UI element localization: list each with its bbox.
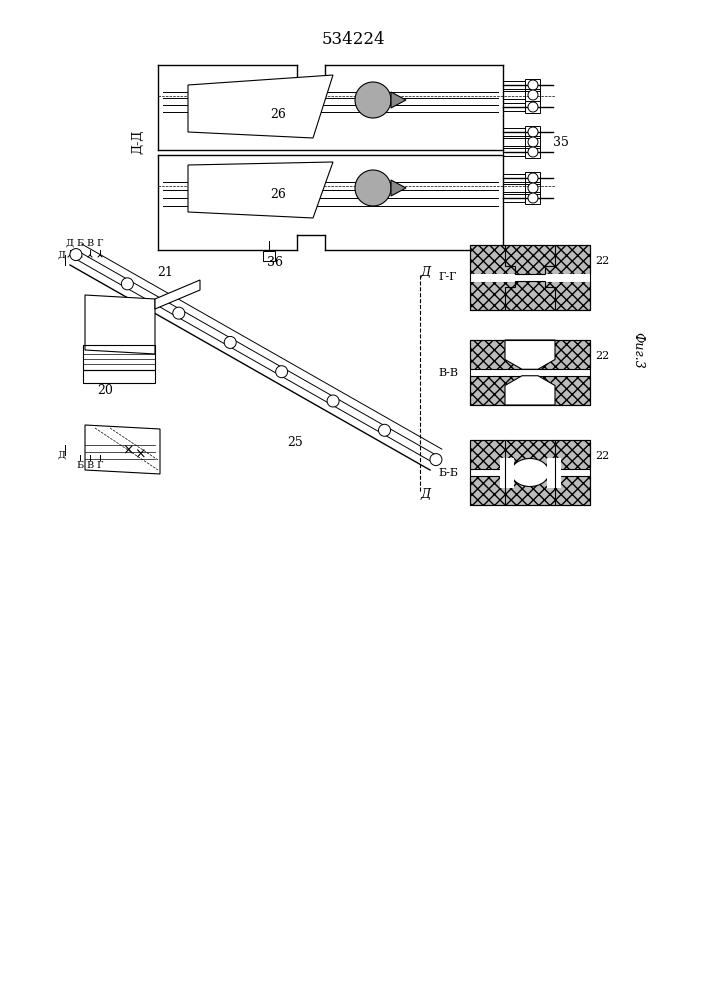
- Circle shape: [528, 147, 538, 157]
- Text: Д: Д: [58, 450, 66, 460]
- Circle shape: [327, 395, 339, 407]
- Polygon shape: [188, 75, 333, 138]
- Circle shape: [224, 336, 236, 348]
- Circle shape: [276, 366, 288, 378]
- Text: В: В: [86, 462, 93, 471]
- Bar: [525, 79, 540, 91]
- Polygon shape: [505, 340, 555, 369]
- Polygon shape: [391, 180, 406, 196]
- Polygon shape: [355, 170, 391, 206]
- Bar: [503, 103, 525, 111]
- Circle shape: [378, 424, 390, 436]
- Bar: [470, 274, 590, 281]
- Bar: [503, 128, 525, 136]
- Bar: [525, 146, 540, 158]
- Circle shape: [528, 90, 538, 100]
- Bar: [525, 89, 540, 101]
- Text: 26: 26: [270, 188, 286, 202]
- Circle shape: [430, 454, 442, 466]
- Bar: [470, 440, 590, 505]
- Text: Д: Д: [66, 238, 74, 247]
- Text: 36: 36: [267, 256, 283, 269]
- Bar: [470, 245, 590, 274]
- Text: 20: 20: [97, 383, 113, 396]
- Bar: [470, 440, 590, 469]
- Bar: [470, 340, 590, 369]
- Text: 534224: 534224: [321, 31, 385, 48]
- Circle shape: [528, 193, 538, 203]
- Bar: [525, 126, 540, 138]
- Bar: [525, 172, 540, 184]
- Bar: [503, 184, 525, 192]
- Text: Фиг.3: Фиг.3: [631, 332, 645, 368]
- Circle shape: [70, 249, 82, 261]
- Text: Д: Д: [421, 488, 431, 502]
- Bar: [503, 148, 525, 156]
- Bar: [525, 182, 540, 194]
- Text: Б-Б: Б-Б: [438, 468, 458, 478]
- Circle shape: [528, 102, 538, 112]
- Text: 25: 25: [287, 436, 303, 450]
- Text: Б: Б: [76, 462, 83, 471]
- Circle shape: [528, 183, 538, 193]
- Circle shape: [528, 173, 538, 183]
- Circle shape: [528, 80, 538, 90]
- Bar: [525, 136, 540, 148]
- Bar: [503, 138, 525, 146]
- Polygon shape: [85, 295, 155, 354]
- Text: Д: Д: [421, 265, 431, 278]
- Bar: [470, 340, 590, 405]
- Text: 22: 22: [595, 451, 609, 461]
- Polygon shape: [188, 162, 333, 218]
- Text: Г: Г: [97, 238, 103, 247]
- Text: Г: Г: [97, 462, 103, 471]
- Bar: [470, 476, 590, 505]
- Text: Д-Д: Д-Д: [132, 130, 144, 154]
- Bar: [470, 281, 590, 310]
- Text: Г-Г: Г-Г: [439, 272, 457, 282]
- Circle shape: [173, 307, 185, 319]
- Bar: [263, 251, 275, 261]
- Bar: [500, 458, 513, 487]
- Circle shape: [528, 137, 538, 147]
- Bar: [83, 345, 155, 370]
- Text: ×: ×: [122, 443, 134, 457]
- Bar: [470, 245, 590, 310]
- Text: 35: 35: [553, 135, 569, 148]
- Polygon shape: [505, 376, 555, 405]
- Text: Д: Д: [58, 250, 66, 259]
- Text: В-В: В-В: [438, 367, 458, 377]
- Circle shape: [122, 278, 134, 290]
- Bar: [83, 370, 155, 383]
- Bar: [470, 376, 590, 405]
- Bar: [503, 91, 525, 99]
- Bar: [525, 101, 540, 113]
- Text: 22: 22: [595, 256, 609, 266]
- Text: Б: Б: [76, 238, 83, 247]
- Polygon shape: [155, 280, 200, 309]
- Bar: [547, 458, 560, 487]
- Ellipse shape: [511, 458, 549, 487]
- Bar: [525, 192, 540, 204]
- Circle shape: [528, 127, 538, 137]
- Text: 22: 22: [595, 351, 609, 361]
- Text: В: В: [86, 238, 93, 247]
- Polygon shape: [355, 82, 391, 118]
- Text: 26: 26: [270, 108, 286, 121]
- Text: ×: ×: [134, 448, 146, 462]
- Polygon shape: [391, 92, 406, 108]
- Bar: [503, 194, 525, 202]
- Bar: [503, 81, 525, 89]
- Polygon shape: [85, 425, 160, 474]
- Text: 21: 21: [157, 265, 173, 278]
- Bar: [503, 174, 525, 182]
